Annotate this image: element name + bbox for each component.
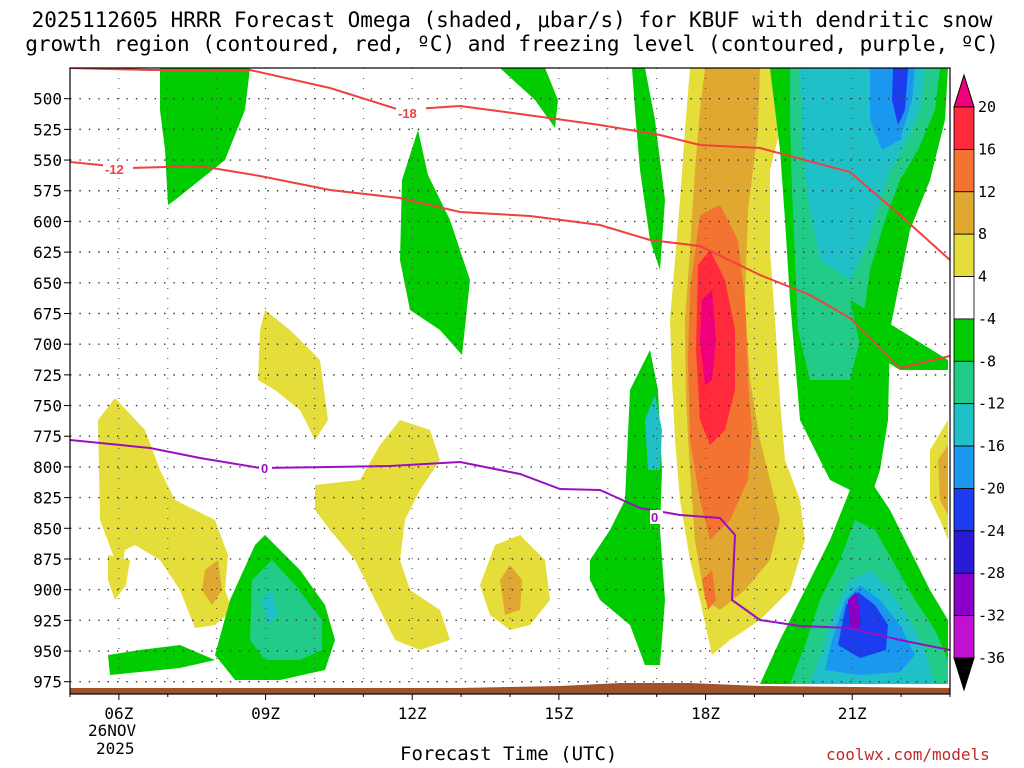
x-axis: 06Z 09Z 12Z 15Z 18Z 21Z — [69, 694, 951, 723]
y-tick-label: 775 — [33, 427, 62, 446]
colorbar-tick-label: -4 — [978, 310, 996, 328]
colorbar-segment — [953, 530, 975, 574]
title-line-1: 2025112605 HRRR Forecast Omega (shaded, … — [31, 8, 993, 32]
colorbar-bottom-arrow — [953, 657, 975, 692]
contour-labels: -18 -12 0 0 — [103, 106, 663, 525]
x-tick-label: 09Z — [251, 704, 280, 723]
y-tick-label: 650 — [33, 274, 62, 293]
x-tick-label: 15Z — [544, 704, 573, 723]
colorbar-tick-label: 8 — [978, 225, 987, 243]
colorbar-segment — [953, 615, 975, 659]
contour-label-freezing-2: 0 — [651, 510, 658, 525]
colorbar-segment — [953, 191, 975, 235]
contour-label-dendritic-1: -18 — [398, 106, 417, 121]
plot-area — [70, 68, 950, 694]
y-tick-label: 575 — [33, 182, 62, 201]
colorbar-segment — [953, 445, 975, 489]
x-sublabel-year: 2025 — [96, 739, 135, 758]
y-tick-label: 900 — [33, 581, 62, 600]
y-tick-label: 625 — [33, 243, 62, 262]
y-tick-label: 975 — [33, 673, 62, 692]
dendritic-contours — [70, 68, 950, 370]
colorbar-tick-label: -24 — [978, 522, 1005, 540]
y-tick-label: 950 — [33, 642, 62, 661]
y-tick-label: 500 — [33, 90, 62, 109]
x-tick-label: 12Z — [398, 704, 427, 723]
y-tick-label: 700 — [33, 335, 62, 354]
colorbar-top-arrow — [953, 73, 975, 108]
x-axis-label: Forecast Time (UTC) — [400, 743, 618, 765]
y-tick-label: 725 — [33, 366, 62, 385]
colorbar-tick-label: 4 — [978, 268, 987, 286]
colorbar-tick-label: -32 — [978, 607, 1005, 625]
colorbar-segment — [953, 572, 975, 617]
colorbar-tick-label: -28 — [978, 564, 1005, 582]
colorbar-segment — [953, 488, 975, 532]
contour-label-dendritic-2: -12 — [105, 162, 124, 177]
y-tick-label: 925 — [33, 611, 62, 630]
contour-label-freezing-1: 0 — [261, 461, 268, 476]
colorbar-segment — [953, 318, 975, 362]
chart-title: 2025112605 HRRR Forecast Omega (shaded, … — [0, 8, 1024, 56]
colorbar-tick-label: 20 — [978, 98, 996, 116]
y-tick-label: 850 — [33, 519, 62, 538]
y-tick-label: 800 — [33, 458, 62, 477]
y-tick-label: 600 — [33, 212, 62, 231]
colorbar-segment — [953, 233, 975, 277]
colorbar-tick-label: -8 — [978, 352, 996, 370]
colorbar-tick-label: -16 — [978, 437, 1005, 455]
y-tick-label: 525 — [33, 120, 62, 139]
y-tick-label: 875 — [33, 550, 62, 569]
colorbar-tick-label: -20 — [978, 479, 1005, 497]
y-axis: 500 525 550 575 600 625 650 675 700 725 750 775 800 8… — [33, 90, 70, 692]
colorbar-segment — [953, 360, 975, 405]
colorbar-segment — [953, 148, 975, 193]
colorbar-segment — [953, 106, 975, 150]
y-tick-label: 825 — [33, 489, 62, 508]
terrain-strip — [70, 683, 950, 694]
colorbar-tick-label: 12 — [978, 183, 996, 201]
x-sublabel-date: 26NOV — [88, 721, 137, 740]
credit-text: coolwx.com/models — [826, 745, 990, 764]
y-tick-label: 675 — [33, 304, 62, 323]
colorbar-tick-label: 16 — [978, 140, 996, 158]
colorbar: 20 16 12 8 4 -4 -8 -12 -16 -20 -24 -28 -32 -36 — [953, 73, 1005, 692]
y-tick-label: 550 — [33, 151, 62, 170]
colorbar-tick-label: -36 — [978, 649, 1005, 667]
x-tick-label: 06Z — [104, 704, 133, 723]
colorbar-segment — [953, 276, 975, 320]
omega-shading — [98, 68, 948, 684]
title-line-2: growth region (contoured, red, ºC) and f… — [25, 32, 999, 56]
x-tick-label: 21Z — [838, 704, 867, 723]
y-tick-label: 750 — [33, 397, 62, 416]
colorbar-segment — [953, 403, 975, 447]
x-tick-label: 18Z — [691, 704, 720, 723]
colorbar-tick-label: -12 — [978, 395, 1005, 413]
